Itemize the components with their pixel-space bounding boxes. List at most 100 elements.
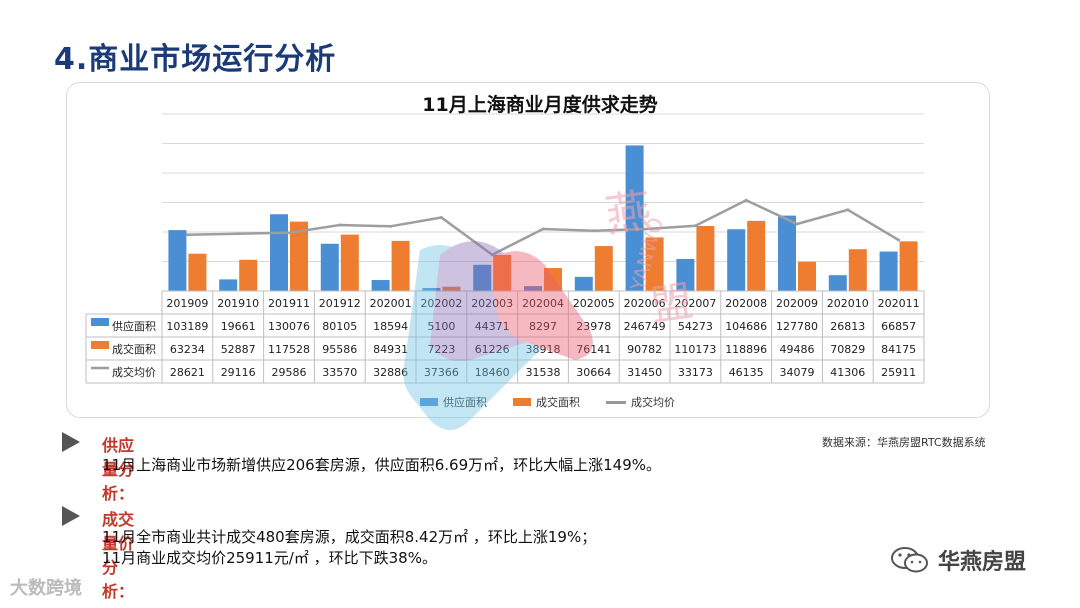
data-label-deal-202008: 118896 <box>725 343 767 356</box>
data-label-price-202003: 18460 <box>475 366 510 379</box>
point-price-202004 <box>541 227 545 231</box>
data-label-deal-202007: 110173 <box>674 343 716 356</box>
row-header-supply: 供应面积 <box>112 319 156 333</box>
point-price-202008 <box>744 198 748 202</box>
data-label-price-202002: 37366 <box>424 366 459 379</box>
page-title: 4.商业市场运行分析 <box>54 42 337 77</box>
bar-supply-201911 <box>270 214 288 291</box>
legend-swatch-price <box>606 400 626 404</box>
legend-label-deal: 成交面积 <box>536 396 580 409</box>
bar-supply-202009 <box>778 215 796 291</box>
data-label-supply-202010: 26813 <box>830 320 865 333</box>
row-header-deal: 成交面积 <box>112 342 156 356</box>
point-price-202001 <box>389 224 393 228</box>
data-label-supply-201912: 80105 <box>322 320 357 333</box>
tick-label-202004: 202004 <box>522 297 564 310</box>
data-label-deal-201910: 52887 <box>221 343 256 356</box>
wechat-brand: 华燕房盟 <box>890 544 1026 576</box>
data-label-deal-201909: 63234 <box>170 343 205 356</box>
wechat-icon <box>891 547 928 573</box>
tick-label-202002: 202002 <box>420 297 462 310</box>
bar-deal-202005 <box>594 246 613 291</box>
bar-deal-202006 <box>645 237 664 291</box>
tick-label-202008: 202008 <box>725 297 767 310</box>
point-price-202003 <box>490 253 494 257</box>
bar-supply-202011 <box>879 251 898 291</box>
point-price-201912 <box>338 223 342 227</box>
data-label-supply-202006: 246749 <box>624 320 666 333</box>
bar-supply-201910 <box>219 279 238 291</box>
bar-deal-202002 <box>442 286 461 291</box>
data-label-supply-202002: 5100 <box>427 320 455 333</box>
bar-deal-201912 <box>340 234 359 291</box>
data-label-price-202009: 34079 <box>780 366 815 379</box>
data-label-price-202008: 46135 <box>729 366 764 379</box>
left-brand-text: 大数跨境 <box>10 578 82 599</box>
data-label-deal-202006: 90782 <box>627 343 662 356</box>
data-label-supply-202004: 8297 <box>529 320 557 333</box>
data-label-price-202005: 30664 <box>576 366 611 379</box>
wechat-brand-name: 华燕房盟 <box>938 550 1027 575</box>
legend-label-price: 成交均价 <box>631 396 675 409</box>
tick-label-202011: 202011 <box>878 297 920 310</box>
data-label-supply-202009: 127780 <box>776 320 818 333</box>
data-label-supply-202005: 23978 <box>576 320 611 333</box>
data-label-deal-202011: 84175 <box>881 343 916 356</box>
tick-label-201911: 201911 <box>268 297 310 310</box>
deal-analysis-heading: 成交量价分析： <box>102 510 135 601</box>
legend-label-supply: 供应面积 <box>443 396 487 409</box>
data-label-price-201910: 29116 <box>221 366 256 379</box>
point-price-201909 <box>185 233 189 237</box>
bar-deal-202003 <box>493 254 512 291</box>
bar-deal-202001 <box>391 240 410 291</box>
tick-label-202009: 202009 <box>776 297 818 310</box>
data-label-deal-202003: 61226 <box>475 343 510 356</box>
point-price-201911 <box>287 231 291 235</box>
legend-swatch-deal <box>513 398 531 406</box>
bar-deal-201910 <box>239 259 258 291</box>
bar-supply-202007 <box>676 258 695 291</box>
left-brand: 大数跨境 <box>10 574 82 600</box>
legend-item-deal: 成交面积 <box>513 394 580 410</box>
tick-label-202006: 202006 <box>624 297 666 310</box>
row-header-price: 成交均价 <box>112 365 156 379</box>
data-label-deal-202010: 70829 <box>830 343 865 356</box>
bar-deal-202008 <box>747 220 766 291</box>
data-label-supply-202011: 66857 <box>881 320 916 333</box>
legend-item-supply: 供应面积 <box>420 394 487 410</box>
chart-card <box>66 82 990 418</box>
tick-label-202010: 202010 <box>827 297 869 310</box>
row-swatch-deal <box>91 341 109 349</box>
tick-label-201909: 201909 <box>166 297 208 310</box>
chart-legend: 供应面积 成交面积 成交均价 <box>420 394 675 410</box>
bar-supply-202005 <box>574 276 593 291</box>
data-label-supply-202008: 104686 <box>725 320 767 333</box>
data-label-deal-202002: 7223 <box>427 343 455 356</box>
point-price-201910 <box>236 232 240 236</box>
bar-deal-202010 <box>848 249 867 291</box>
data-label-price-201911: 29586 <box>272 366 307 379</box>
bar-supply-202001 <box>371 280 390 291</box>
bar-supply-201912 <box>320 243 339 291</box>
data-label-price-201912: 33570 <box>322 366 357 379</box>
point-price-202011 <box>897 238 901 242</box>
tick-label-202003: 202003 <box>471 297 513 310</box>
deal-analysis-line2: 11月商业成交均价25911元/㎡ ，环比下跌38%。 <box>102 549 437 567</box>
play-arrow-icon <box>62 432 80 452</box>
data-source: 数据来源：华燕房盟RTC数据系统 <box>822 436 986 449</box>
point-price-202007 <box>693 224 697 228</box>
legend-swatch-supply <box>420 398 438 406</box>
bar-supply-202003 <box>473 264 492 291</box>
data-label-price-202004: 31538 <box>526 366 561 379</box>
bar-supply-202002 <box>422 287 441 291</box>
data-label-deal-202005: 76141 <box>576 343 611 356</box>
tick-label-202005: 202005 <box>573 297 615 310</box>
bar-supply-201909 <box>168 230 187 291</box>
bar-deal-202011 <box>899 241 918 291</box>
data-label-supply-202003: 44371 <box>475 320 510 333</box>
supply-analysis-text: 11月上海商业市场新增供应206套房源，供应面积6.69万㎡，环比大幅上涨149… <box>102 456 662 474</box>
data-label-supply-202001: 18594 <box>373 320 408 333</box>
point-price-202009 <box>795 222 799 226</box>
bar-supply-202008 <box>727 229 746 291</box>
